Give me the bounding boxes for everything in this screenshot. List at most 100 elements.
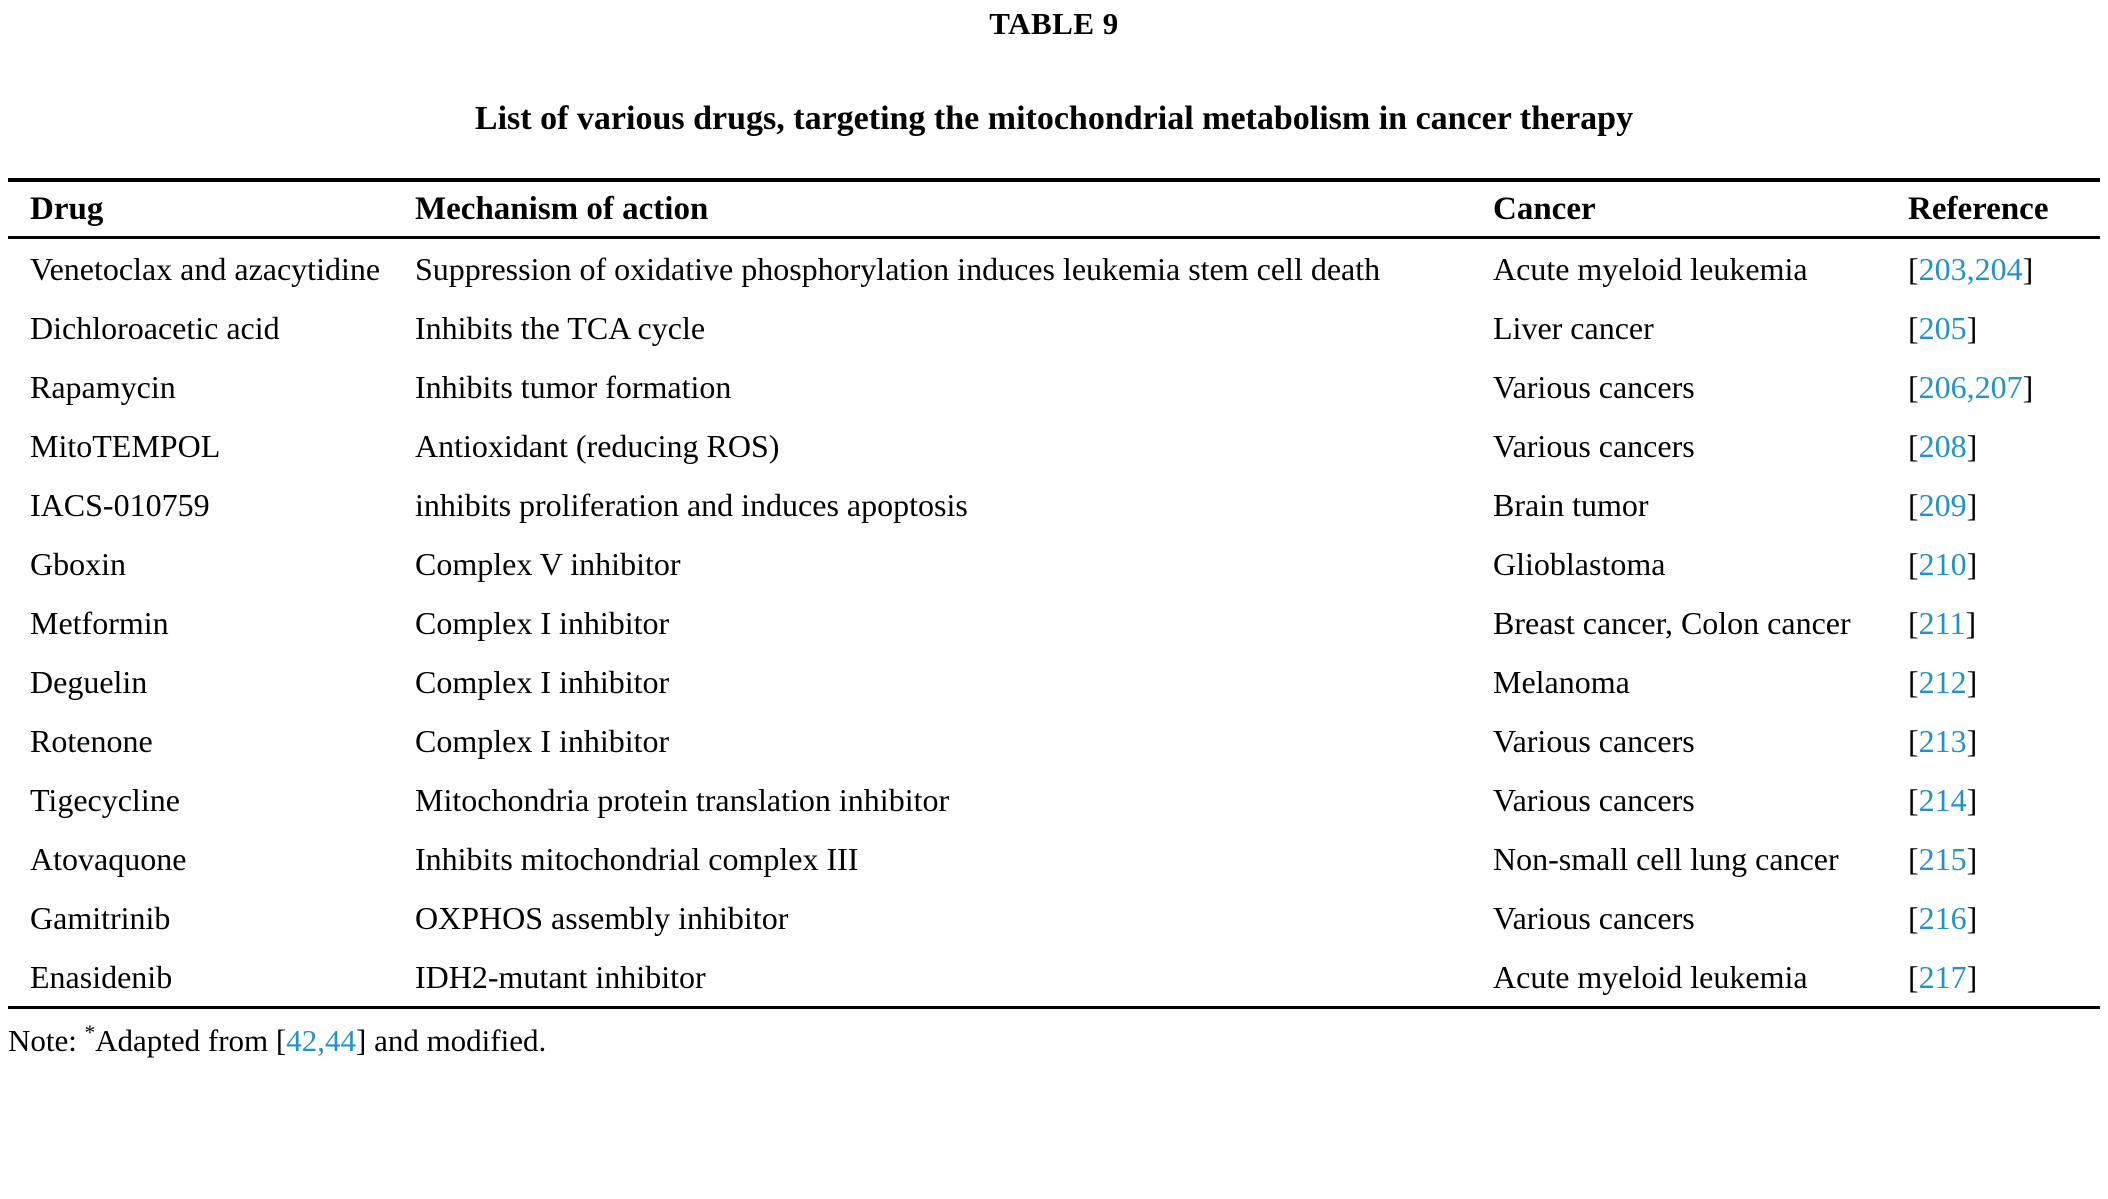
ref-bracket-close: ] [1966,959,1978,995]
mechanism-cell: IDH2-mutant inhibitor [415,959,706,995]
ref-bracket-close: ] [1966,841,1978,877]
table-row: Deguelin Complex I inhibitor Melanoma [2… [8,652,2100,711]
mechanism-cell: Complex I inhibitor [415,664,670,700]
table-row: Gamitrinib OXPHOS assembly inhibitor Var… [8,888,2100,947]
ref-bracket-open: [ [1908,900,1919,936]
cancer-cell: Non-small cell lung cancer [1493,841,1839,877]
table-row: Gboxin Complex V inhibitor Glioblastoma … [8,534,2100,593]
cancer-cell: Various cancers [1493,723,1695,759]
mechanism-cell: Complex I inhibitor [415,723,670,759]
table-row: Rotenone Complex I inhibitor Various can… [8,711,2100,770]
mechanism-cell: Inhibits tumor formation [415,369,732,405]
mechanism-cell: Mitochondria protein translation inhibit… [415,782,950,818]
table-row: Enasidenib IDH2-mutant inhibitor Acute m… [8,947,2100,1008]
cancer-cell: Breast cancer, Colon cancer [1493,605,1851,641]
reference-link[interactable]: 205 [1918,310,1967,346]
reference-link[interactable]: 214 [1918,782,1967,818]
note-reference-link[interactable]: 42,44 [286,1023,356,1058]
reference-cell: [205] [1908,298,2100,357]
drug-cell: Tigecycline [30,782,180,818]
mechanism-cell: Complex V inhibitor [415,546,681,582]
cancer-cell: Melanoma [1493,664,1630,700]
reference-cell: [215] [1908,829,2100,888]
table-row: Rapamycin Inhibits tumor formation Vario… [8,357,2100,416]
mechanism-cell: Inhibits the TCA cycle [415,310,706,346]
table-row: Metformin Complex I inhibitor Breast can… [8,593,2100,652]
reference-link[interactable]: 210 [1918,546,1967,582]
drugs-table: Drug Mechanism of action Cancer Referenc… [8,178,2100,1009]
reference-cell: [216] [1908,888,2100,947]
cancer-cell: Various cancers [1493,900,1695,936]
reference-cell: [211] [1908,593,2100,652]
cancer-cell: Brain tumor [1493,487,1649,523]
reference-link[interactable]: 217 [1918,959,1967,995]
ref-bracket-close: ] [1966,428,1978,464]
reference-cell: [203,204] [1908,238,2100,299]
drug-cell: Gamitrinib [30,900,171,936]
cancer-cell: Glioblastoma [1493,546,1666,582]
column-header-drug: Drug [8,180,415,239]
note-body: Adapted from [95,1023,276,1058]
reference-cell: [210] [1908,534,2100,593]
drug-cell: Rapamycin [30,369,176,405]
drug-cell: MitoTEMPOL [30,428,221,464]
table-row: Atovaquone Inhibits mitochondrial comple… [8,829,2100,888]
cancer-cell: Various cancers [1493,428,1695,464]
reference-cell: [209] [1908,475,2100,534]
mechanism-cell: OXPHOS assembly inhibitor [415,900,789,936]
ref-bracket-close: ] [1966,487,1978,523]
cancer-cell: Acute myeloid leukemia [1493,959,1808,995]
drug-cell: Rotenone [30,723,153,759]
cancer-cell: Acute myeloid leukemia [1493,251,1808,287]
reference-link[interactable]: 211 [1918,605,1966,641]
ref-bracket-open: [ [1908,251,1919,287]
column-header-reference: Reference [1908,180,2100,239]
reference-cell: [214] [1908,770,2100,829]
ref-bracket-close: ] [1966,782,1978,818]
ref-bracket-close: ] [1966,723,1978,759]
drug-cell: Dichloroacetic acid [30,310,280,346]
note-prefix: Note: [8,1023,85,1058]
table-number-label: TABLE 9 [989,6,1119,41]
table-row: MitoTEMPOL Antioxidant (reducing ROS) Va… [8,416,2100,475]
reference-link[interactable]: 216 [1918,900,1967,936]
mechanism-cell: Inhibits mitochondrial complex III [415,841,859,877]
table-note: Note: *Adapted from [42,44] and modified… [8,1022,2108,1060]
reference-link[interactable]: 213 [1918,723,1967,759]
reference-link[interactable]: 206,207 [1918,369,2023,405]
column-header-mechanism: Mechanism of action [415,180,1493,239]
drug-cell: Metformin [30,605,169,641]
ref-bracket-open: [ [1908,369,1919,405]
table-caption-title: List of various drugs, targeting the mit… [474,100,1634,137]
ref-bracket-open: [ [1908,664,1919,700]
reference-link[interactable]: 203,204 [1918,251,2023,287]
ref-bracket-close: ] [2022,251,2034,287]
mechanism-cell: inhibits proliferation and induces apopt… [415,487,968,523]
reference-cell: [217] [1908,947,2100,1008]
ref-bracket-close: ] [1966,310,1978,346]
mechanism-cell: Suppression of oxidative phosphorylation… [415,251,1381,287]
reference-cell: [212] [1908,652,2100,711]
ref-bracket-open: [ [1908,841,1919,877]
drug-cell: Gboxin [30,546,126,582]
ref-bracket-open: [ [1908,546,1919,582]
drug-cell: Atovaquone [30,841,187,877]
reference-link[interactable]: 215 [1918,841,1967,877]
cancer-cell: Various cancers [1493,782,1695,818]
ref-bracket-close: ] [1966,664,1978,700]
reference-link[interactable]: 209 [1918,487,1967,523]
ref-bracket-open: [ [1908,310,1919,346]
ref-bracket-open: [ [1908,959,1919,995]
reference-link[interactable]: 208 [1918,428,1967,464]
ref-bracket-open: [ [1908,723,1919,759]
drug-cell: Deguelin [30,664,148,700]
ref-bracket-open: [ [1908,487,1919,523]
table-row: Venetoclax and azacytidine Suppression o… [8,238,2100,299]
column-header-cancer: Cancer [1493,180,1908,239]
ref-bracket-close: ] [1966,900,1978,936]
note-suffix: and modified. [366,1023,547,1058]
reference-link[interactable]: 212 [1918,664,1967,700]
ref-bracket-open: [ [1908,605,1919,641]
table-row: Dichloroacetic acid Inhibits the TCA cyc… [8,298,2100,357]
reference-cell: [213] [1908,711,2100,770]
